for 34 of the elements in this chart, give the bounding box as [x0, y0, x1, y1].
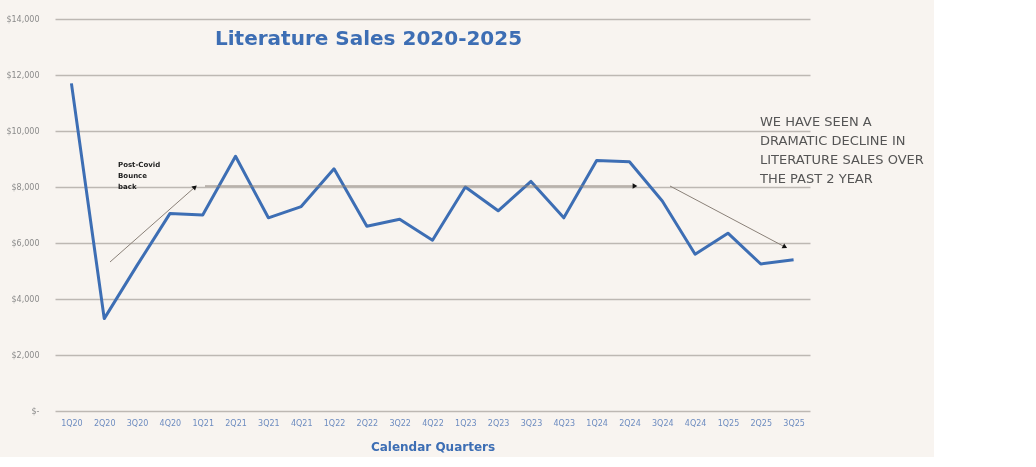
y-tick-label: $10,000 [6, 126, 40, 136]
x-tick-label: 2Q23 [487, 418, 510, 428]
x-tick-label: 3Q20 [126, 418, 149, 428]
x-tick-label: 1Q24 [586, 418, 608, 428]
x-tick-label: 4Q24 [684, 418, 707, 428]
x-tick-label: 1Q22 [323, 418, 346, 428]
y-tick-label: $2,000 [11, 350, 40, 360]
x-tick-label: 1Q23 [455, 418, 477, 428]
x-tick-label: 3Q22 [389, 418, 411, 428]
x-tick-label: 2Q25 [750, 418, 773, 428]
x-tick-label: 2Q24 [619, 418, 641, 428]
x-tick-label: 4Q23 [553, 418, 576, 428]
y-tick-label: $6,000 [11, 238, 40, 248]
y-tick-label: $- [31, 406, 40, 416]
x-tick-label: 4Q22 [422, 418, 444, 428]
x-tick-label: 1Q21 [192, 418, 215, 428]
x-tick-label: 2Q22 [356, 418, 379, 428]
y-tick-label: $12,000 [6, 70, 40, 80]
x-tick-label: 2Q20 [93, 418, 116, 428]
x-tick-label: 1Q20 [61, 418, 83, 428]
x-axis-title: Calendar Quarters [370, 439, 496, 454]
x-tick-label: 3Q23 [520, 418, 543, 428]
y-tick-label: $8,000 [11, 182, 40, 192]
x-tick-label: 4Q20 [159, 418, 182, 428]
chart-title: Literature Sales 2020-2025 [215, 26, 523, 50]
annotation: WE HAVE SEEN A DRAMATIC DECLINE IN LITERATURE SALES OVER THE PAST 2 YEAR [759, 114, 924, 186]
x-tick-label: 3Q25 [783, 418, 805, 428]
x-tick-label: 3Q24 [651, 418, 674, 428]
y-tick-label: $14,000 [6, 14, 40, 24]
y-tick-label: $4,000 [11, 294, 40, 304]
x-tick-label: 1Q25 [717, 418, 740, 428]
x-tick-label: 4Q21 [290, 418, 313, 428]
x-tick-label: 3Q21 [258, 418, 280, 428]
x-tick-label: 2Q21 [225, 418, 247, 428]
